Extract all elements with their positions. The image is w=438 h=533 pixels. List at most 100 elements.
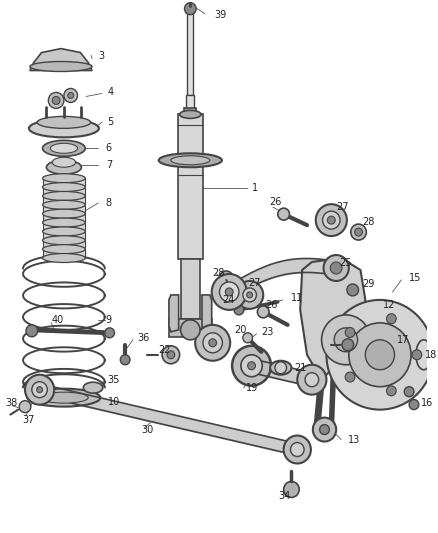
Circle shape <box>243 288 256 302</box>
Circle shape <box>321 315 370 365</box>
Text: 37: 37 <box>22 415 35 425</box>
Circle shape <box>120 355 130 365</box>
Circle shape <box>349 323 411 386</box>
Circle shape <box>320 425 329 434</box>
Text: 38: 38 <box>6 398 18 408</box>
Bar <box>187 6 193 95</box>
Circle shape <box>284 435 311 464</box>
Text: 1: 1 <box>251 183 258 193</box>
Circle shape <box>345 372 355 382</box>
Text: 9: 9 <box>106 315 112 325</box>
Ellipse shape <box>42 218 85 227</box>
Polygon shape <box>202 295 212 332</box>
Circle shape <box>209 339 216 347</box>
Ellipse shape <box>270 361 291 375</box>
Circle shape <box>180 320 200 340</box>
Ellipse shape <box>159 154 222 167</box>
Text: 29: 29 <box>362 279 375 289</box>
Ellipse shape <box>42 254 85 263</box>
Text: 30: 30 <box>141 425 154 434</box>
Ellipse shape <box>42 191 85 200</box>
Text: 40: 40 <box>51 315 64 325</box>
Text: 25: 25 <box>339 258 352 268</box>
Text: 28: 28 <box>362 217 375 227</box>
Circle shape <box>278 208 290 220</box>
Circle shape <box>219 271 233 285</box>
Bar <box>169 319 212 337</box>
Ellipse shape <box>30 61 92 71</box>
Bar <box>187 95 194 110</box>
Ellipse shape <box>42 227 85 236</box>
Circle shape <box>32 382 47 398</box>
Circle shape <box>328 216 335 224</box>
Text: 12: 12 <box>383 300 395 310</box>
Text: 21: 21 <box>294 363 307 373</box>
Circle shape <box>334 328 357 352</box>
Circle shape <box>297 365 326 394</box>
Circle shape <box>342 339 353 351</box>
Circle shape <box>162 346 180 364</box>
Ellipse shape <box>39 392 88 403</box>
Circle shape <box>386 314 396 324</box>
Circle shape <box>404 386 414 397</box>
Text: 11: 11 <box>290 293 303 303</box>
Bar <box>42 178 85 258</box>
Circle shape <box>347 284 359 296</box>
Circle shape <box>305 373 319 386</box>
Circle shape <box>195 325 230 361</box>
Circle shape <box>48 92 64 108</box>
Text: 16: 16 <box>421 398 433 408</box>
Text: 23: 23 <box>261 327 274 337</box>
Circle shape <box>412 350 422 360</box>
Text: 13: 13 <box>348 434 360 445</box>
Circle shape <box>351 224 366 240</box>
Circle shape <box>105 328 114 338</box>
Circle shape <box>355 228 362 236</box>
Text: 3: 3 <box>98 51 104 61</box>
Ellipse shape <box>171 156 210 165</box>
Text: 6: 6 <box>106 143 112 154</box>
Circle shape <box>258 306 269 318</box>
Circle shape <box>64 88 78 102</box>
Ellipse shape <box>50 143 78 154</box>
Circle shape <box>241 355 262 377</box>
Circle shape <box>225 288 233 296</box>
Text: 20: 20 <box>234 325 247 335</box>
Circle shape <box>25 375 54 405</box>
Bar <box>180 259 200 319</box>
Circle shape <box>322 211 340 229</box>
Text: 35: 35 <box>108 375 120 385</box>
Circle shape <box>19 401 31 413</box>
Ellipse shape <box>46 160 81 174</box>
Text: 27: 27 <box>249 278 261 288</box>
Text: 36: 36 <box>137 333 149 343</box>
Circle shape <box>219 282 239 302</box>
Circle shape <box>386 386 396 396</box>
Text: 10: 10 <box>108 397 120 407</box>
Circle shape <box>203 333 223 353</box>
Circle shape <box>313 417 336 441</box>
Text: 24: 24 <box>223 295 235 305</box>
Circle shape <box>326 300 434 410</box>
Circle shape <box>68 92 74 99</box>
Circle shape <box>330 262 342 274</box>
Ellipse shape <box>42 209 85 218</box>
Ellipse shape <box>42 200 85 209</box>
Ellipse shape <box>42 245 85 254</box>
Ellipse shape <box>37 116 91 128</box>
Ellipse shape <box>42 140 85 156</box>
Circle shape <box>365 340 395 370</box>
Text: 4: 4 <box>108 87 114 98</box>
Ellipse shape <box>42 174 85 183</box>
Circle shape <box>316 204 347 236</box>
Ellipse shape <box>180 110 201 118</box>
Text: 39: 39 <box>215 10 227 20</box>
Circle shape <box>184 3 196 15</box>
Circle shape <box>243 333 253 343</box>
Text: 18: 18 <box>425 350 437 360</box>
Text: 15: 15 <box>409 273 421 283</box>
Circle shape <box>247 292 253 298</box>
Text: 8: 8 <box>106 198 112 208</box>
Polygon shape <box>30 49 92 70</box>
Circle shape <box>234 305 244 315</box>
